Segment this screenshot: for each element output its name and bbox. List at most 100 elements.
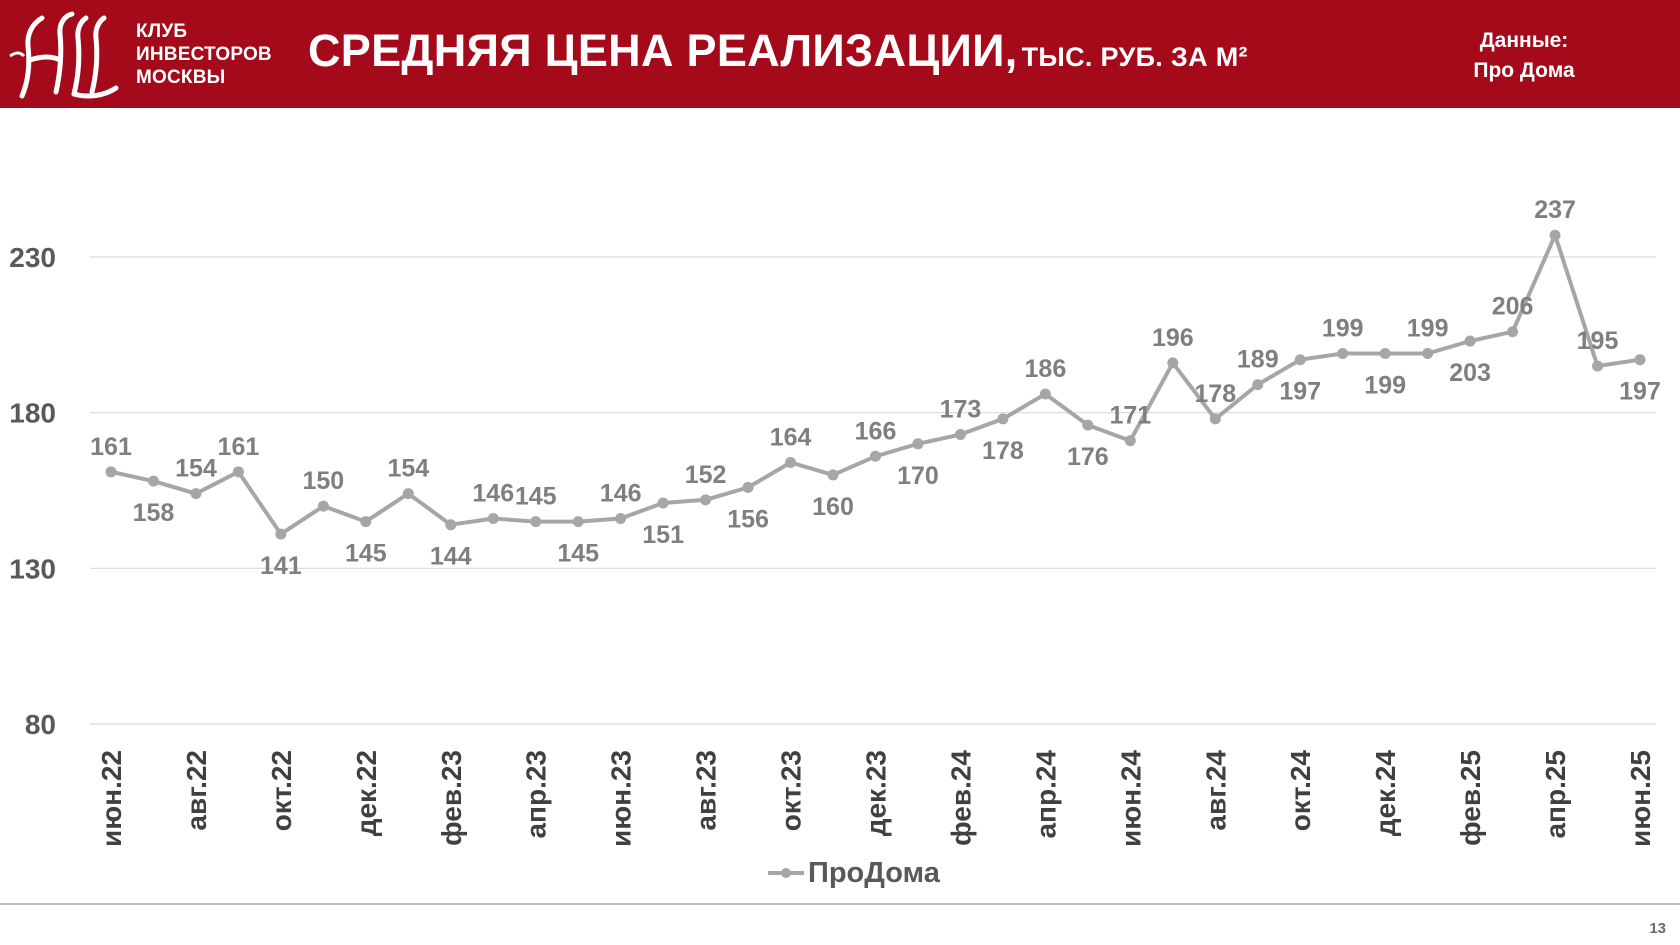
- data-point: [1252, 379, 1264, 391]
- data-point: [1549, 229, 1561, 241]
- data-label: 197: [1279, 378, 1321, 406]
- data-point: [360, 516, 372, 528]
- data-point: [147, 475, 159, 487]
- data-point: [1337, 348, 1349, 360]
- data-point: [105, 466, 117, 478]
- data-point: [1464, 335, 1476, 347]
- legend-label: ПроДома: [808, 857, 941, 889]
- data-label: 151: [642, 521, 684, 549]
- x-tick-label: авг.24: [1200, 750, 1231, 831]
- y-tick-label: 230: [9, 242, 56, 273]
- data-point: [1209, 413, 1221, 425]
- data-point: [1592, 360, 1604, 372]
- data-label: 170: [897, 462, 939, 490]
- data-point: [954, 428, 966, 440]
- x-tick-label: фев.25: [1455, 750, 1486, 846]
- data-point: [1379, 348, 1391, 360]
- data-point: [870, 450, 881, 462]
- data-point: [190, 488, 202, 500]
- x-tick-label: апр.23: [521, 750, 552, 839]
- data-label: 176: [1067, 443, 1109, 471]
- header-bar: КЛУБ ИНВЕСТОРОВ МОСКВЫ СРЕДНЯЯ ЦЕНА РЕАЛ…: [0, 0, 1680, 108]
- data-point: [275, 528, 287, 540]
- data-label: 197: [1619, 378, 1661, 406]
- data-point: [530, 516, 542, 528]
- data-label: 171: [1109, 402, 1151, 430]
- club-name: КЛУБ ИНВЕСТОРОВ МОСКВЫ: [136, 20, 272, 89]
- data-label: 154: [175, 455, 217, 483]
- data-label: 145: [515, 483, 557, 511]
- data-point: [1294, 354, 1306, 366]
- data-point: [317, 500, 329, 512]
- data-point: [572, 516, 584, 528]
- data-point: [445, 519, 457, 531]
- data-point: [402, 488, 414, 500]
- data-label: 178: [1194, 380, 1236, 408]
- data-label: 199: [1407, 315, 1449, 343]
- title-unit: ТЫС. РУБ. ЗА М²: [1021, 42, 1248, 72]
- data-point: [700, 494, 712, 506]
- data-label: 156: [727, 505, 769, 533]
- data-point: [912, 438, 924, 450]
- x-tick-label: июн.23: [606, 750, 637, 847]
- y-tick-label: 180: [9, 398, 56, 429]
- x-tick-label: авг.23: [691, 750, 722, 831]
- x-tick-label: июн.22: [96, 750, 127, 847]
- y-tick-label: 130: [9, 553, 56, 584]
- data-label: 145: [345, 540, 387, 568]
- club-name-line-2: ИНВЕСТОРОВ: [136, 44, 272, 65]
- data-point: [827, 469, 839, 481]
- data-point: [487, 513, 499, 525]
- data-label: 145: [557, 540, 599, 568]
- data-point: [615, 513, 627, 525]
- x-tick-label: фев.24: [945, 750, 976, 846]
- data-label: 203: [1449, 359, 1491, 387]
- data-point: [785, 456, 797, 468]
- data-label: 196: [1152, 324, 1194, 352]
- x-tick-label: окт.23: [776, 750, 807, 831]
- source-name: Про Дома: [1473, 59, 1575, 82]
- data-point: [1634, 354, 1646, 366]
- x-tick-label: фев.23: [436, 750, 467, 846]
- data-label: 152: [685, 461, 727, 489]
- x-tick-label: июн.25: [1625, 750, 1656, 847]
- club-logo-icon: [9, 11, 119, 99]
- data-label: 150: [303, 467, 345, 495]
- data-label: 237: [1534, 196, 1576, 224]
- data-point: [1039, 388, 1051, 400]
- x-tick-label: июн.24: [1115, 750, 1146, 847]
- data-point: [1422, 348, 1434, 360]
- club-name-line-1: КЛУБ: [136, 21, 188, 42]
- data-label: 166: [855, 417, 897, 445]
- data-label: 144: [430, 543, 472, 571]
- x-tick-label: окт.22: [266, 750, 297, 831]
- data-label: 178: [982, 437, 1024, 465]
- source-label: Данные:: [1479, 29, 1569, 52]
- club-name-line-3: МОСКВЫ: [136, 67, 226, 88]
- data-label: 206: [1492, 293, 1534, 321]
- data-label: 199: [1364, 372, 1406, 400]
- data-label: 146: [600, 480, 642, 508]
- y-tick-label: 80: [25, 709, 56, 740]
- page-number: 13: [1649, 920, 1666, 937]
- data-label: 161: [90, 433, 132, 461]
- data-point: [1507, 326, 1519, 338]
- x-tick-label: авг.22: [181, 750, 212, 831]
- data-point: [1167, 357, 1179, 369]
- x-tick-label: дек.22: [351, 750, 382, 836]
- data-point: [997, 413, 1009, 425]
- x-tick-label: окт.24: [1285, 750, 1316, 832]
- data-source: Данные: Про Дома: [1444, 26, 1604, 86]
- data-label: 158: [133, 499, 175, 527]
- data-point: [1082, 419, 1094, 431]
- data-label: 160: [812, 493, 854, 521]
- x-tick-label: дек.24: [1370, 750, 1401, 837]
- data-label: 164: [770, 423, 812, 451]
- data-label: 146: [472, 480, 514, 508]
- data-label: 186: [1025, 355, 1067, 383]
- x-tick-label: апр.24: [1030, 750, 1061, 839]
- page-title: СРЕДНЯЯ ЦЕНА РЕАЛИЗАЦИИ, ТЫС. РУБ. ЗА М²: [308, 25, 1248, 77]
- title-main: СРЕДНЯЯ ЦЕНА РЕАЛИЗАЦИИ,: [308, 25, 1018, 76]
- data-label: 141: [260, 552, 302, 580]
- footer-divider: [0, 903, 1680, 905]
